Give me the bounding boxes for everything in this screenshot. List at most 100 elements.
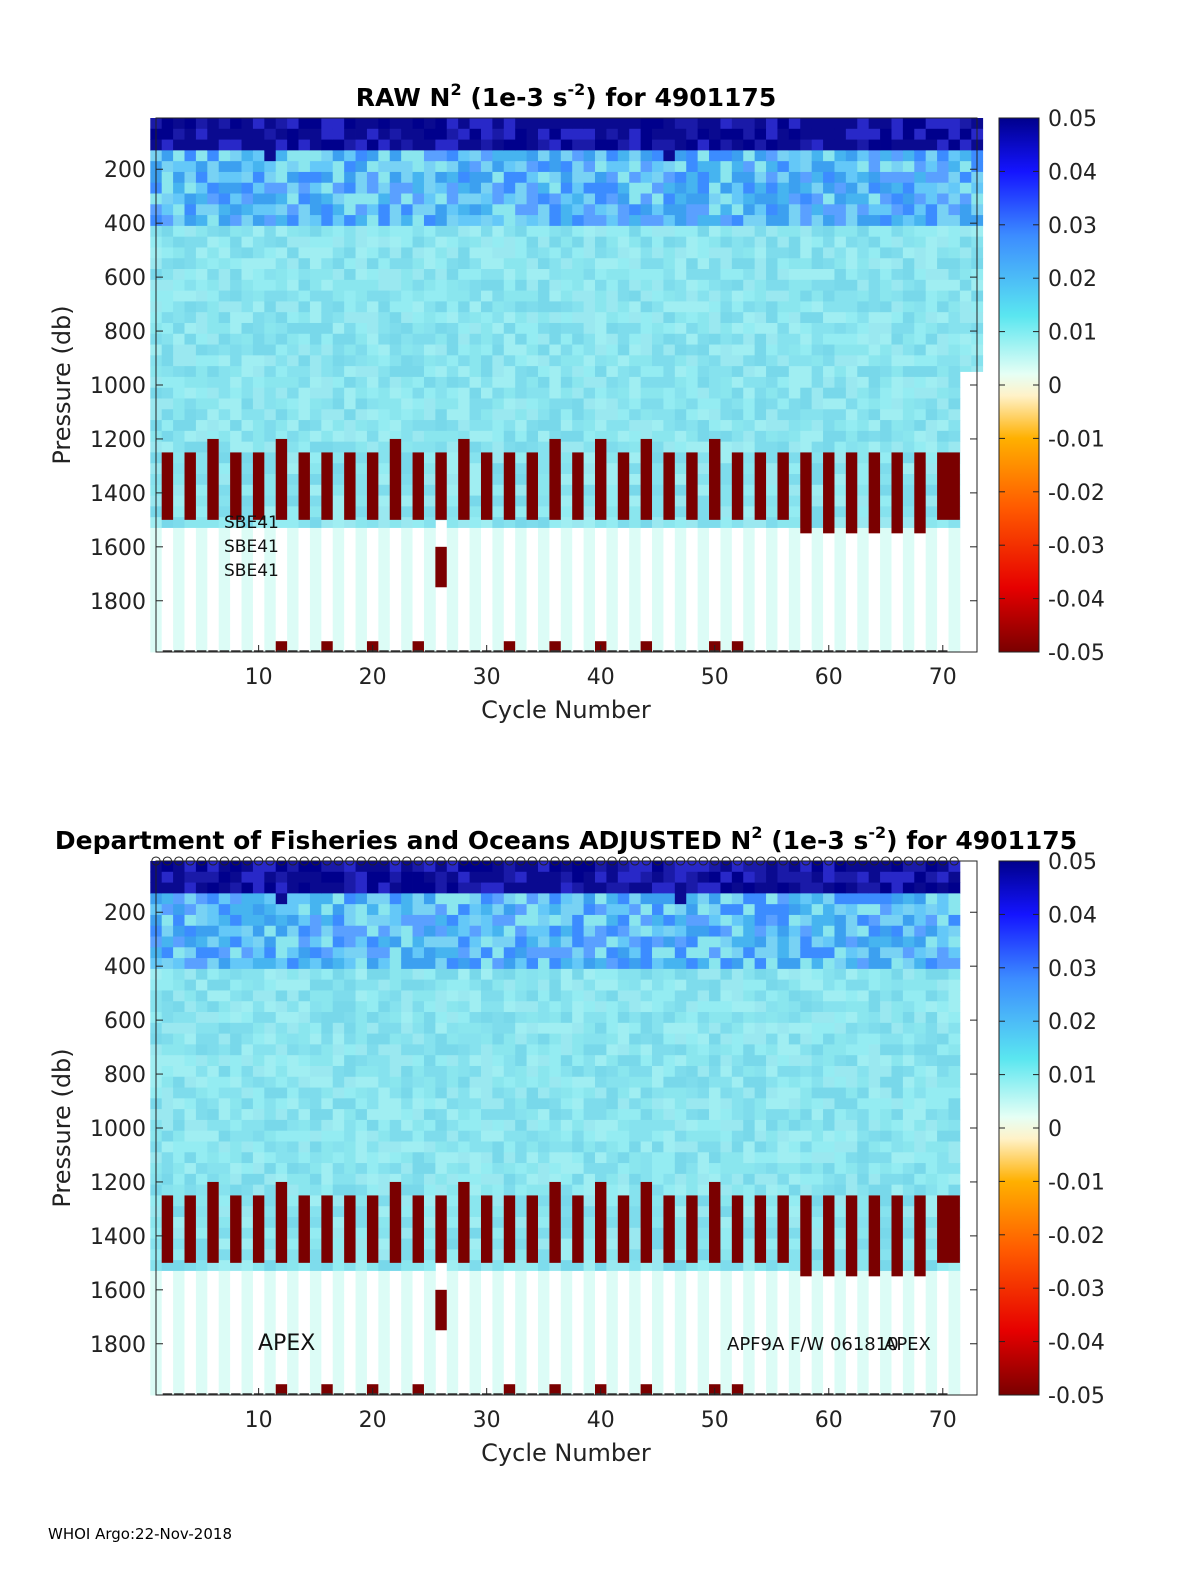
heatmap-cell <box>446 527 459 540</box>
heatmap-cell <box>492 236 505 248</box>
heatmap-cell <box>469 236 482 248</box>
heatmap-cell <box>173 1044 185 1056</box>
heatmap-cell <box>264 366 277 378</box>
heatmap-cell <box>401 614 413 626</box>
heatmap-cell <box>617 161 630 173</box>
heatmap-cell <box>344 225 356 238</box>
heatmap-cell <box>332 1249 345 1261</box>
heatmap-cell <box>640 139 653 151</box>
heatmap-cell <box>469 161 482 173</box>
heatmap-cell <box>401 1270 413 1283</box>
heatmap-cell <box>480 247 493 259</box>
heatmap-cell <box>606 139 619 151</box>
heatmap-cell <box>207 430 220 443</box>
heatmap-cell <box>697 614 710 626</box>
heatmap-cell <box>389 1065 402 1078</box>
heatmap-cell <box>674 279 687 292</box>
heatmap-cell <box>207 376 220 389</box>
heatmap-cell <box>709 344 721 356</box>
heatmap-cell <box>321 914 334 927</box>
heatmap-cell <box>606 495 619 507</box>
heatmap-cell <box>298 947 311 959</box>
heatmap-cell <box>902 625 915 637</box>
heatmap-cell <box>595 301 607 313</box>
heatmap-cell <box>652 322 664 335</box>
heatmap-cell <box>241 990 254 1002</box>
heatmap-cell <box>412 1292 425 1304</box>
heatmap-cell <box>321 1152 334 1164</box>
heatmap-cell <box>252 1335 265 1347</box>
heatmap-cell <box>389 333 402 345</box>
heatmap-cell <box>720 452 733 464</box>
heatmap-cell <box>252 1130 265 1142</box>
heatmap-cell <box>652 474 664 486</box>
heatmap-cell <box>184 204 197 216</box>
heatmap-cell <box>344 968 356 981</box>
heatmap-cell <box>435 139 448 151</box>
heatmap-cell <box>743 204 756 216</box>
heatmap-cell <box>948 581 961 594</box>
heatmap-cell <box>264 1087 277 1099</box>
heatmap-cell <box>344 1130 356 1142</box>
heatmap-cell <box>412 592 425 604</box>
heatmap-cell <box>298 1065 311 1078</box>
heatmap-cell <box>298 882 311 894</box>
heatmap-cell <box>948 420 961 432</box>
heatmap-cell <box>834 484 847 496</box>
heatmap-cell <box>446 333 459 345</box>
heatmap-cell <box>766 193 778 205</box>
heatmap-cell <box>264 182 277 194</box>
heatmap-cell <box>355 484 368 496</box>
heatmap-cell <box>709 549 721 561</box>
heatmap-cell <box>652 420 664 432</box>
heatmap-cell <box>412 1130 425 1142</box>
heatmap-cell <box>275 571 288 583</box>
heatmap-cell <box>173 1238 185 1250</box>
heatmap-cell <box>458 527 470 540</box>
heatmap-cell <box>287 258 299 270</box>
heatmap-cell <box>355 430 368 443</box>
heatmap-cell <box>743 215 756 227</box>
heatmap-cell <box>446 571 459 583</box>
heatmap-cell <box>287 603 299 615</box>
heatmap-cell <box>492 279 505 292</box>
heatmap-cell <box>492 387 505 399</box>
heatmap-cell <box>652 236 664 248</box>
heatmap-cell <box>959 269 972 281</box>
heatmap-cell <box>252 592 265 604</box>
heatmap-cell <box>230 936 242 948</box>
heatmap-cell <box>252 430 265 443</box>
raw-annotation-2: SBE41 <box>224 537 279 557</box>
heatmap-cell <box>378 904 391 916</box>
heatmap-cell <box>355 301 368 313</box>
heatmap-cell <box>412 1076 425 1088</box>
heatmap-cell <box>515 571 527 583</box>
heatmap-cell <box>492 430 505 443</box>
heatmap-cell <box>663 571 676 583</box>
heatmap-cell <box>823 560 835 572</box>
heatmap-cell <box>423 161 436 173</box>
heatmap-cell <box>754 366 767 378</box>
heatmap-cell <box>207 1152 220 1164</box>
heatmap-cell <box>207 333 220 345</box>
heatmap-cell <box>230 560 242 572</box>
heatmap-cell <box>880 646 892 653</box>
heatmap-cell <box>663 366 676 378</box>
heatmap-cell <box>195 871 208 883</box>
heatmap-cell <box>218 1055 231 1067</box>
heatmap-cell <box>173 1022 185 1035</box>
heatmap-cell <box>709 182 721 194</box>
heatmap-cell <box>697 247 710 259</box>
heatmap-cell <box>218 614 231 626</box>
heatmap-cell <box>309 452 322 464</box>
heatmap-cell <box>298 387 311 399</box>
heatmap-cell <box>412 441 425 453</box>
heatmap-cell <box>218 301 231 313</box>
heatmap-cell <box>309 1206 322 1218</box>
heatmap-cell <box>321 1303 334 1315</box>
heatmap-cell <box>161 279 174 292</box>
heatmap-cell <box>287 936 299 948</box>
heatmap-cell <box>321 236 334 248</box>
heatmap-cell <box>161 355 174 367</box>
heatmap-cell <box>230 979 242 991</box>
